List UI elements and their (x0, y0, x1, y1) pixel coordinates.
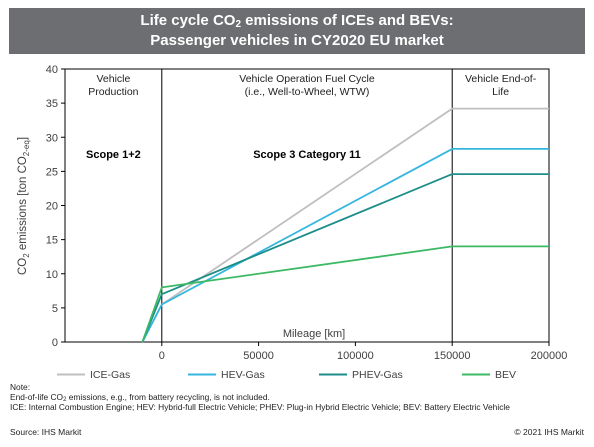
phase-label-1-line1: Vehicle Operation Fuel Cycle (239, 73, 375, 85)
phase-label-2-line1: Vehicle End-of- (465, 73, 537, 85)
phase-label-2-line2: Life (492, 86, 509, 98)
x-tick-label-1: 50000 (243, 350, 274, 362)
y-tick-label-4: 20 (46, 201, 58, 213)
scope-label-0: Scope 1+2 (86, 149, 141, 161)
x-tick-label-2: 100000 (337, 350, 374, 362)
title-text-rest: emissions of ICEs and BEVs: (241, 12, 454, 29)
chart-title-banner: Life cycle CO2 emissions of ICEs and BEV… (9, 8, 585, 54)
y-tick-label-1: 5 (52, 303, 58, 315)
chart-title-line2: Passenger vehicles in CY2020 EU market (150, 32, 444, 49)
chart-title-line1: Life cycle CO2 emissions of ICEs and BEV… (9, 11, 585, 31)
source-text: Source: IHS Markit (10, 427, 82, 437)
legend-label-phev-gas: PHEV-Gas (352, 369, 403, 381)
title-subscript: 2 (235, 19, 242, 30)
title-text: Life cycle CO (140, 12, 236, 29)
y-tick-label-8: 40 (46, 64, 58, 76)
legend-label-ice-gas: ICE-Gas (90, 369, 130, 381)
series-line-ice-gas (141, 107, 549, 343)
notes-line-1: End-of-life CO2 emissions, e.g., from ba… (10, 392, 270, 404)
y-tick-label-7: 35 (46, 98, 58, 110)
legend-label-hev-gas: HEV-Gas (221, 369, 265, 381)
y-tick-label-3: 15 (46, 235, 58, 247)
chart-notes: Note: End-of-life CO2 emissions, e.g., f… (10, 382, 590, 413)
x-axis-label: Mileage [km] (283, 328, 345, 340)
y-tick-label-6: 30 (46, 132, 58, 144)
series-line-hev-gas (141, 148, 549, 343)
y-axis-label: CO2 emissions [ton CO2-eq] (17, 137, 31, 275)
y-tick-label-0: 0 (52, 337, 58, 349)
phase-label-0-line2: Production (88, 86, 138, 98)
x-tick-label-4: 200000 (531, 350, 568, 362)
phase-label-1-line2: (i.e., Well-to-Wheel, WTW) (245, 86, 370, 98)
x-tick-label-0: 0 (159, 350, 165, 362)
notes-line-2: ICE: Internal Combustion Engine; HEV: Hy… (10, 402, 510, 413)
notes-heading: Note: (10, 382, 31, 392)
series-line-phev-gas (141, 173, 549, 343)
y-tick-label-2: 10 (46, 269, 58, 281)
y-tick-label-5: 25 (46, 166, 58, 178)
series-line-bev (141, 245, 549, 343)
x-tick-label-3: 150000 (434, 350, 471, 362)
phase-label-0-line1: Vehicle (96, 73, 130, 85)
legend-label-bev: BEV (495, 369, 516, 381)
copyright-text: © 2021 IHS Markit (514, 427, 584, 437)
scope-label-1: Scope 3 Category 11 (253, 149, 361, 161)
